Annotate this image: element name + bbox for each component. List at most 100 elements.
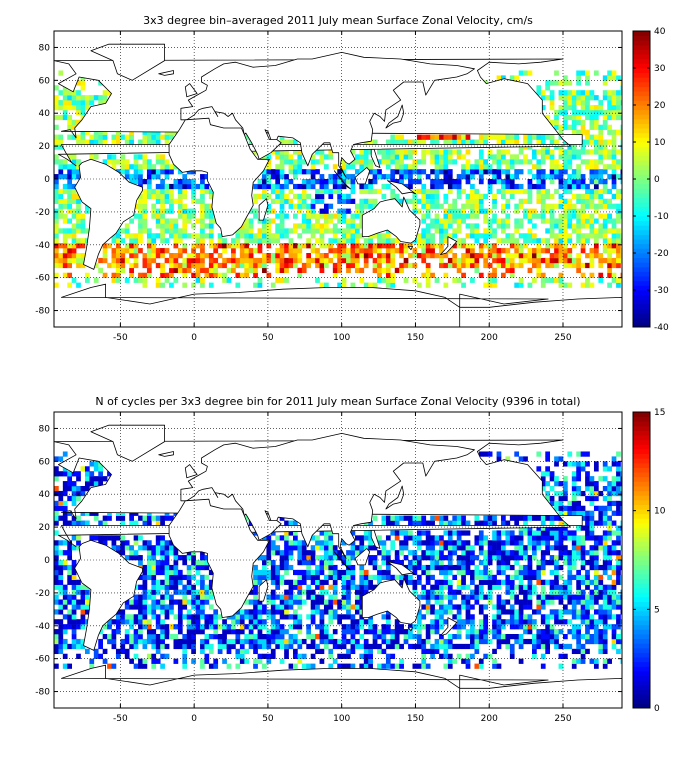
bin-cell <box>514 624 520 630</box>
bin-cell <box>107 624 112 630</box>
bin-cell <box>549 213 555 219</box>
bin-cell <box>425 248 431 254</box>
bin-cell <box>447 183 453 190</box>
bin-cell <box>571 658 577 664</box>
bin-cell <box>102 648 108 655</box>
bin-cell <box>244 218 250 224</box>
bin-cell <box>279 149 285 155</box>
bin-cell <box>620 510 622 516</box>
colorbar-step <box>633 146 650 152</box>
bin-cell <box>151 257 157 264</box>
bin-cell <box>616 648 621 655</box>
bin-cell <box>62 560 68 566</box>
bin-cell <box>359 599 365 605</box>
bin-cell <box>421 183 427 190</box>
y-tick-label: 40 <box>39 109 51 119</box>
bin-cell <box>284 139 289 145</box>
bin-cell <box>328 228 334 234</box>
bin-cell <box>346 218 351 224</box>
bin-cell <box>532 648 537 655</box>
bin-cell <box>509 624 515 630</box>
bin-cell <box>354 228 360 234</box>
bin-cell <box>430 203 435 209</box>
bin-cell <box>478 619 484 625</box>
bin-cell <box>204 624 210 630</box>
bin-cell <box>372 174 378 180</box>
bin-cell <box>337 555 342 561</box>
bin-cell <box>248 634 254 640</box>
bin-cell <box>434 648 440 655</box>
bin-cell <box>452 213 458 219</box>
bin-cell <box>169 208 174 214</box>
bin-cell <box>319 223 325 229</box>
bin-cell <box>514 619 520 625</box>
colorbar-step <box>633 317 650 323</box>
bin-cell <box>248 223 254 229</box>
bin-cell <box>576 233 581 239</box>
bin-cell <box>115 262 121 269</box>
bin-cell <box>567 100 573 106</box>
bin-cell <box>589 525 595 531</box>
bin-cell <box>89 663 95 669</box>
bin-cell <box>328 154 334 160</box>
bin-cell <box>439 154 444 160</box>
bin-cell <box>164 584 170 590</box>
bin-cell <box>120 545 126 551</box>
bin-cell <box>390 159 396 165</box>
bin-cell <box>425 530 431 536</box>
bin-cell <box>84 520 90 526</box>
bin-cell <box>319 238 325 244</box>
bin-cell <box>580 461 586 467</box>
bin-cell <box>76 604 81 610</box>
bin-cell <box>275 198 281 204</box>
bin-cell <box>297 267 303 274</box>
bin-cell <box>332 188 338 195</box>
bin-cell <box>580 208 586 214</box>
bin-cell <box>439 515 444 521</box>
bin-cell <box>160 253 165 259</box>
bin-cell <box>549 233 555 239</box>
bin-cell <box>89 95 95 101</box>
bin-cell <box>155 545 161 551</box>
bin-cell <box>177 193 183 200</box>
bin-cell <box>492 159 497 165</box>
bin-cell <box>270 614 276 620</box>
bin-cell <box>213 272 219 278</box>
bin-cell <box>146 174 152 180</box>
bin-cell <box>562 100 568 106</box>
bin-cell <box>270 560 276 566</box>
bin-cell <box>120 164 126 170</box>
bin-cell <box>474 238 480 244</box>
bin-cell <box>328 594 334 600</box>
bin-cell <box>319 569 325 576</box>
bin-cell <box>151 560 157 566</box>
bin-cell <box>562 218 568 224</box>
bin-cell <box>425 243 431 249</box>
coastline <box>333 170 351 190</box>
bin-cell <box>368 545 373 551</box>
bin-cell <box>58 629 64 635</box>
bin-cell <box>576 149 581 155</box>
bin-cell <box>461 164 466 170</box>
bin-cell <box>120 169 126 175</box>
bin-cell <box>315 609 320 615</box>
bin-cell <box>142 564 148 571</box>
bin-cell <box>266 233 272 239</box>
bin-cell <box>142 228 148 234</box>
bin-cell <box>164 594 170 600</box>
bin-cell <box>84 471 90 477</box>
bin-cell <box>169 515 174 521</box>
bin-cell <box>518 253 524 259</box>
bin-cell <box>589 233 595 239</box>
bin-cell <box>611 569 617 576</box>
bin-cell <box>478 253 484 259</box>
bin-cell <box>580 90 586 96</box>
bin-cell <box>58 560 64 566</box>
bin-cell <box>204 638 210 645</box>
bin-cell <box>412 569 418 576</box>
bin-cell <box>288 589 294 595</box>
bin-cell <box>173 223 179 229</box>
bin-cell <box>496 579 502 585</box>
bin-cell <box>470 233 475 239</box>
bin-cell <box>368 663 373 669</box>
